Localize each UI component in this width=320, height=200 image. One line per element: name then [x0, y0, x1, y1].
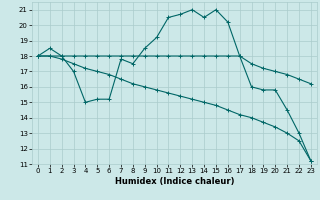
X-axis label: Humidex (Indice chaleur): Humidex (Indice chaleur) [115, 177, 234, 186]
